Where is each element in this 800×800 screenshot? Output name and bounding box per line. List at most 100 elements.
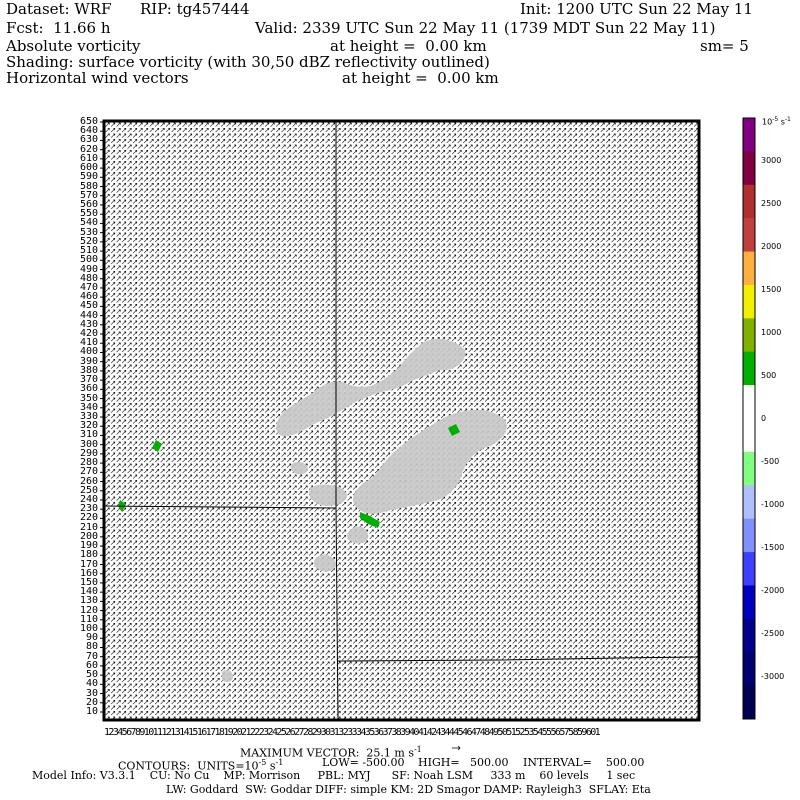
colorbar-swatch bbox=[743, 685, 755, 720]
colorbar-frame bbox=[742, 117, 756, 720]
y-tick-label: 180 bbox=[79, 549, 98, 561]
y-tick-label: 260 bbox=[79, 475, 98, 487]
y-tick-label: 130 bbox=[79, 595, 98, 607]
colorbar-swatch bbox=[743, 251, 755, 286]
contours-label: CONTOURS: UNITS=10-5 s-1 bbox=[118, 758, 284, 773]
colorbar-label: 2000 bbox=[761, 242, 782, 251]
y-tick-label: 430 bbox=[79, 318, 98, 330]
y-tick-label: 530 bbox=[79, 226, 98, 238]
max-vector-label: MAXIMUM VECTOR: 25.1 m s-1 bbox=[240, 745, 422, 760]
y-tick-label: 520 bbox=[79, 235, 98, 247]
colorbar-label: -1000 bbox=[761, 500, 785, 509]
y-tick-label: 170 bbox=[79, 558, 98, 570]
y-tick-label: 270 bbox=[79, 466, 98, 478]
y-tick-label: 350 bbox=[79, 392, 98, 404]
reflectivity-cell-small bbox=[347, 526, 369, 544]
y-tick-label: 620 bbox=[79, 143, 98, 155]
y-tick-label: 390 bbox=[79, 355, 98, 367]
y-tick-label: 550 bbox=[79, 208, 98, 220]
field2-height: at height = 0.00 km bbox=[342, 69, 499, 87]
y-tick-label: 630 bbox=[79, 134, 98, 146]
y-tick-label: 440 bbox=[79, 309, 98, 321]
wind-vector-field bbox=[105, 122, 698, 719]
y-tick-label: 40 bbox=[85, 678, 98, 690]
colorbar-unit-label: 10-5 s-1 bbox=[762, 116, 791, 127]
colorbar-swatch bbox=[743, 118, 755, 152]
colorbar-swatch bbox=[743, 652, 755, 687]
y-tick-label: 420 bbox=[79, 328, 98, 340]
init-time: Init: 1200 UTC Sun 22 May 11 bbox=[520, 0, 753, 18]
model-info: Model Info: V3.3.1 CU: No Cu MP: Morriso… bbox=[32, 769, 636, 782]
y-tick-label: 470 bbox=[79, 281, 98, 293]
valid-time: Valid: 2339 UTC Sun 22 May 11 (1739 MDT … bbox=[255, 19, 716, 37]
y-tick-label: 460 bbox=[79, 291, 98, 303]
colorbar-label: 0 bbox=[761, 414, 767, 423]
reflectivity-cell-main bbox=[353, 409, 507, 514]
colorbar-swatch bbox=[743, 585, 755, 620]
y-tick-label: 10 bbox=[85, 706, 98, 717]
y-tick-label: 330 bbox=[79, 411, 98, 422]
y-tick-label: 290 bbox=[79, 447, 98, 459]
y-tick-label: 90 bbox=[85, 632, 98, 644]
y-tick-label: 210 bbox=[79, 521, 98, 533]
colorbar-swatch bbox=[743, 351, 755, 386]
y-tick-label: 610 bbox=[79, 152, 98, 164]
contours-low: LOW= -500.00 bbox=[322, 756, 405, 769]
y-tick-label: 400 bbox=[79, 346, 98, 358]
reflectivity-cell-tiny bbox=[290, 461, 308, 475]
colorbar-swatch bbox=[743, 618, 755, 653]
plot-frame bbox=[102, 119, 701, 722]
colorbar-swatch bbox=[743, 552, 755, 586]
field2-label: Horizontal wind vectors bbox=[6, 69, 189, 87]
colorbar-swatch bbox=[743, 418, 755, 453]
colorbar-swatch bbox=[743, 218, 755, 253]
y-axis-tick-marks bbox=[100, 121, 104, 713]
y-tick-label: 310 bbox=[79, 429, 98, 441]
boundary-horizontal-west bbox=[104, 505, 337, 509]
y-tick-label: 360 bbox=[79, 383, 98, 395]
contours-high: HIGH= 500.00 bbox=[418, 756, 509, 769]
boundary-vertical-south bbox=[335, 507, 339, 720]
colorbar-label: 1000 bbox=[761, 328, 782, 337]
reflectivity-cell-north bbox=[276, 338, 466, 437]
colorbar-swatch bbox=[743, 284, 755, 319]
y-tick-label: 320 bbox=[79, 420, 98, 432]
vorticity-maximum-west bbox=[152, 440, 162, 452]
y-tick-label: 250 bbox=[79, 484, 98, 496]
y-tick-label: 80 bbox=[85, 641, 98, 653]
colorbar-swatch bbox=[743, 184, 755, 219]
y-tick-label: 200 bbox=[79, 530, 98, 542]
y-tick-label: 450 bbox=[79, 300, 98, 312]
colorbar-label: -2000 bbox=[761, 586, 785, 595]
y-tick-label: 570 bbox=[79, 189, 98, 201]
y-tick-label: 30 bbox=[85, 687, 98, 699]
reflectivity-dot-south bbox=[222, 669, 233, 683]
forecast-hour: Fcst: 11.66 h bbox=[6, 19, 111, 37]
y-tick-label: 50 bbox=[85, 669, 98, 681]
colorbar-label: -500 bbox=[761, 457, 780, 466]
y-tick-label: 100 bbox=[79, 623, 98, 635]
colorbar-label: 2500 bbox=[761, 199, 782, 208]
field1-label: Absolute vorticity bbox=[6, 37, 141, 55]
reflectivity-cell-southwest bbox=[313, 554, 337, 572]
y-tick-label: 220 bbox=[79, 512, 98, 524]
colorbar-label: -1500 bbox=[761, 543, 785, 552]
y-tick-label: 650 bbox=[79, 116, 98, 127]
rip-label: RIP: tg457444 bbox=[140, 0, 250, 18]
boundary-lines bbox=[104, 122, 699, 720]
y-tick-label: 560 bbox=[79, 198, 98, 210]
y-tick-label: 380 bbox=[79, 364, 98, 376]
y-tick-label: 110 bbox=[79, 613, 98, 625]
y-tick-label: 640 bbox=[79, 125, 98, 137]
y-tick-label: 70 bbox=[85, 650, 98, 662]
vorticity-maximum-north bbox=[448, 424, 460, 436]
y-tick-label: 160 bbox=[79, 567, 98, 579]
y-tick-label: 600 bbox=[79, 162, 98, 174]
colorbar-label: 3000 bbox=[761, 156, 782, 165]
smoothing-label: sm= 5 bbox=[700, 37, 749, 55]
y-tick-label: 60 bbox=[85, 659, 98, 671]
colorbar-swatch bbox=[743, 485, 755, 520]
contours-interval: INTERVAL= 500.00 bbox=[523, 756, 645, 769]
y-tick-label: 240 bbox=[79, 493, 98, 505]
